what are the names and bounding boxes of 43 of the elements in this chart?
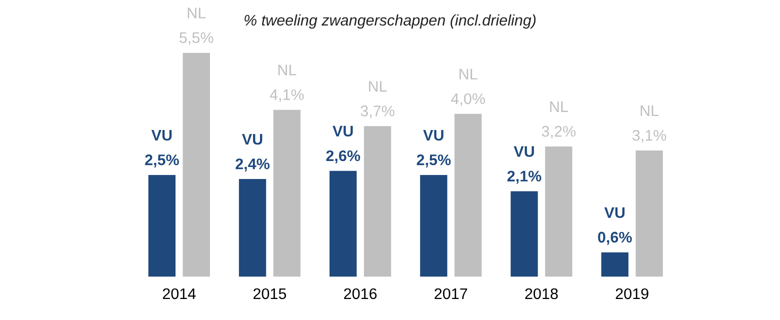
data-label: 5,5% xyxy=(180,32,214,45)
text: VU xyxy=(151,130,172,141)
text: NL xyxy=(460,68,478,80)
x-tick-label: 2017 xyxy=(434,288,468,300)
bar xyxy=(238,179,266,277)
data-label: 3,1% xyxy=(632,130,666,143)
text: NL xyxy=(640,106,659,116)
bar xyxy=(364,126,392,277)
bar xyxy=(273,110,301,277)
text: VU xyxy=(332,126,353,137)
x-tick-label: 2016 xyxy=(344,288,377,300)
text: VU xyxy=(242,134,262,145)
data-label: 2,1% xyxy=(507,170,542,184)
bar xyxy=(182,52,210,277)
text: VU xyxy=(604,207,625,218)
bar xyxy=(330,170,357,277)
bar xyxy=(148,174,176,277)
bar xyxy=(601,252,628,277)
data-label: 4,0% xyxy=(451,93,485,106)
x-tick-label: 2019 xyxy=(616,288,648,300)
text: VU xyxy=(423,130,444,141)
text: NL xyxy=(550,101,568,112)
x-tick-label: 2018 xyxy=(525,288,558,300)
data-label: 2,5% xyxy=(145,154,179,168)
x-tick-label: 2015 xyxy=(254,288,286,300)
data-label: 2,5% xyxy=(416,154,451,168)
data-label: 4,1% xyxy=(270,89,304,102)
text: NL xyxy=(369,81,387,92)
bar xyxy=(510,191,538,277)
data-label: 3,7% xyxy=(360,106,394,118)
data-label: 2,6% xyxy=(326,150,360,164)
x-tick-label: 2014 xyxy=(162,288,196,300)
bar xyxy=(420,174,448,277)
bar xyxy=(454,114,482,277)
data-label: 3,2% xyxy=(542,126,576,139)
text: NL xyxy=(188,8,206,18)
bar xyxy=(545,146,572,277)
chart-title: % tweeling zwangerschappen (incl.drieling) xyxy=(244,14,536,29)
text: VU xyxy=(514,146,534,157)
data-label: 0,6% xyxy=(598,232,632,245)
text: NL xyxy=(278,64,296,76)
data-label: 2,4% xyxy=(236,158,270,172)
bar xyxy=(636,150,663,277)
